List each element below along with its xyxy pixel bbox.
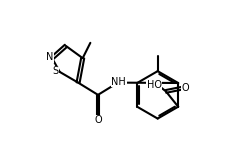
- Text: NH: NH: [111, 77, 126, 87]
- Text: O: O: [94, 115, 102, 125]
- Text: S: S: [53, 66, 59, 76]
- Text: HO: HO: [147, 80, 162, 90]
- Text: O: O: [181, 83, 189, 93]
- Text: N: N: [46, 52, 54, 62]
